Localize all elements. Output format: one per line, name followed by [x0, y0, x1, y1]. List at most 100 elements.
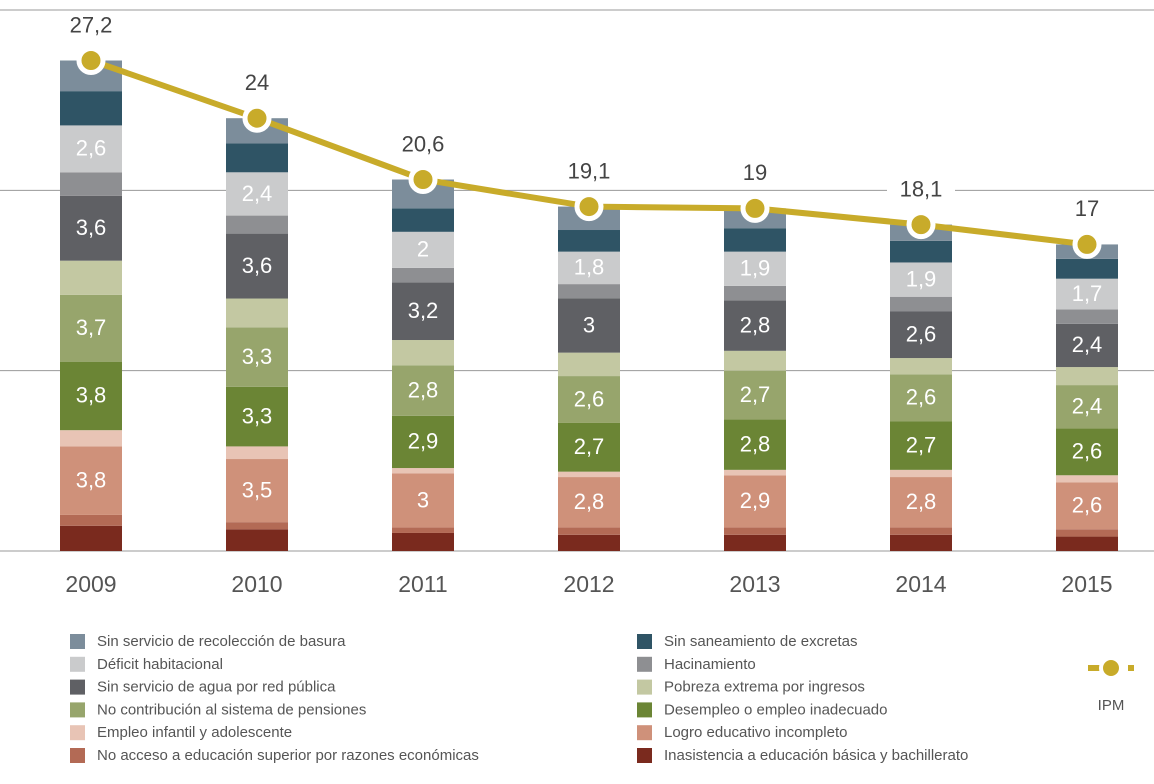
bar-segment [392, 282, 454, 341]
ipm-label: 19 [743, 160, 767, 185]
bar-segment [724, 527, 786, 535]
legend-label: Hacinamiento [664, 656, 756, 673]
bar-segment [60, 361, 122, 431]
bar-segment [890, 374, 952, 422]
segment-label: 3,6 [76, 215, 107, 240]
x-tick-label: 2009 [65, 571, 116, 597]
ipm-point [740, 193, 770, 223]
bar-segment [890, 469, 952, 478]
legend-label: Desempleo o empleo inadecuado [664, 701, 887, 718]
label-bg [721, 158, 789, 189]
bar-segment [1056, 536, 1118, 551]
bar-segment [558, 251, 620, 285]
bar-segment [558, 230, 620, 252]
bar-segment [226, 529, 288, 551]
label-bg [887, 174, 955, 205]
x-tick-label: 2013 [729, 571, 780, 597]
label-bg [1053, 194, 1121, 225]
bar-segment [226, 522, 288, 530]
bar-segment [558, 284, 620, 299]
legend-swatch [70, 748, 85, 763]
bar-segment [60, 294, 122, 362]
x-tick-label: 2015 [1061, 571, 1112, 597]
bar-segment [60, 525, 122, 551]
ipm-point [1072, 229, 1102, 259]
x-tick-label: 2011 [398, 571, 447, 597]
bar-segment [226, 327, 288, 387]
bar-segment [1056, 475, 1118, 483]
bar-segment [392, 415, 454, 469]
bar-segment [890, 296, 952, 312]
segment-label: 2,8 [408, 377, 439, 402]
label-bg [223, 68, 291, 99]
segment-label: 2,6 [906, 321, 937, 346]
bar-segment [558, 376, 620, 423]
bar-segment [558, 298, 620, 353]
bar-segment [1056, 278, 1118, 310]
segment-label: 3 [417, 487, 429, 512]
bar-segment [890, 358, 952, 375]
bar-segment [60, 195, 122, 261]
segment-label: 2,8 [906, 489, 937, 514]
bar-segment [890, 534, 952, 551]
bar-segment [226, 215, 288, 234]
bar-segment [724, 534, 786, 551]
segment-label: 2,7 [574, 434, 605, 459]
ipm-label: 24 [245, 70, 269, 95]
bar-segment [1056, 367, 1118, 386]
segment-label: 3,8 [76, 383, 107, 408]
ipm-point [408, 165, 438, 195]
bar-segment [1056, 309, 1118, 324]
legend-swatch [70, 634, 85, 649]
bar-segment [1056, 385, 1118, 429]
legend-label: Pobreza extrema por ingresos [664, 679, 865, 696]
segment-label: 2,7 [740, 382, 771, 407]
bar-segment [724, 419, 786, 470]
bar-segment [558, 527, 620, 535]
bar-segment [60, 260, 122, 295]
legend-swatch [637, 679, 652, 695]
segment-label: 2,4 [242, 181, 273, 206]
label-bg [555, 156, 623, 187]
legend-label: Inasistencia a educación básica y bachil… [664, 747, 968, 764]
bar-segment [392, 340, 454, 366]
segment-label: 3,6 [242, 253, 273, 278]
bar-segment [724, 469, 786, 476]
bar-segment [392, 231, 454, 268]
bar-segment [226, 143, 288, 173]
legend-swatch [70, 656, 85, 672]
x-tick-label: 2014 [895, 571, 946, 597]
legend-swatch [70, 725, 85, 741]
bar-segment [558, 471, 620, 478]
bar-segment [558, 477, 620, 528]
bar-segment [226, 386, 288, 447]
bar-segment [890, 311, 952, 359]
segment-label: 3,8 [76, 467, 107, 492]
bar-segment [558, 534, 620, 551]
segment-label: 2 [417, 237, 429, 262]
legend-label: Logro educativo incompleto [664, 724, 847, 741]
legend-label: Sin saneamiento de excretas [664, 633, 857, 650]
bar-segment [392, 365, 454, 416]
bar-segment [558, 352, 620, 377]
bar-segment [890, 527, 952, 535]
legend-label: Sin servicio de agua por red pública [97, 679, 336, 696]
bar-segment [890, 262, 952, 297]
ipm-label: 18,1 [900, 176, 943, 201]
bar-segment [226, 298, 288, 328]
segment-label: 2,8 [740, 312, 771, 337]
legend-label: No contribución al sistema de pensiones [97, 701, 366, 718]
segment-label: 2,8 [574, 489, 605, 514]
bar-segment [724, 300, 786, 351]
segment-label: 2,6 [906, 385, 937, 410]
segment-label: 2,6 [1072, 439, 1103, 464]
bar-segment [724, 370, 786, 420]
segment-label: 2,9 [408, 429, 439, 454]
segment-label: 1,8 [574, 255, 605, 280]
bar-segment [1056, 258, 1118, 279]
bar-segment [60, 430, 122, 447]
bar-segment [1056, 323, 1118, 368]
segment-label: 3,2 [408, 298, 439, 323]
bar-segment [1056, 482, 1118, 530]
segment-label: 2,6 [1072, 493, 1103, 518]
